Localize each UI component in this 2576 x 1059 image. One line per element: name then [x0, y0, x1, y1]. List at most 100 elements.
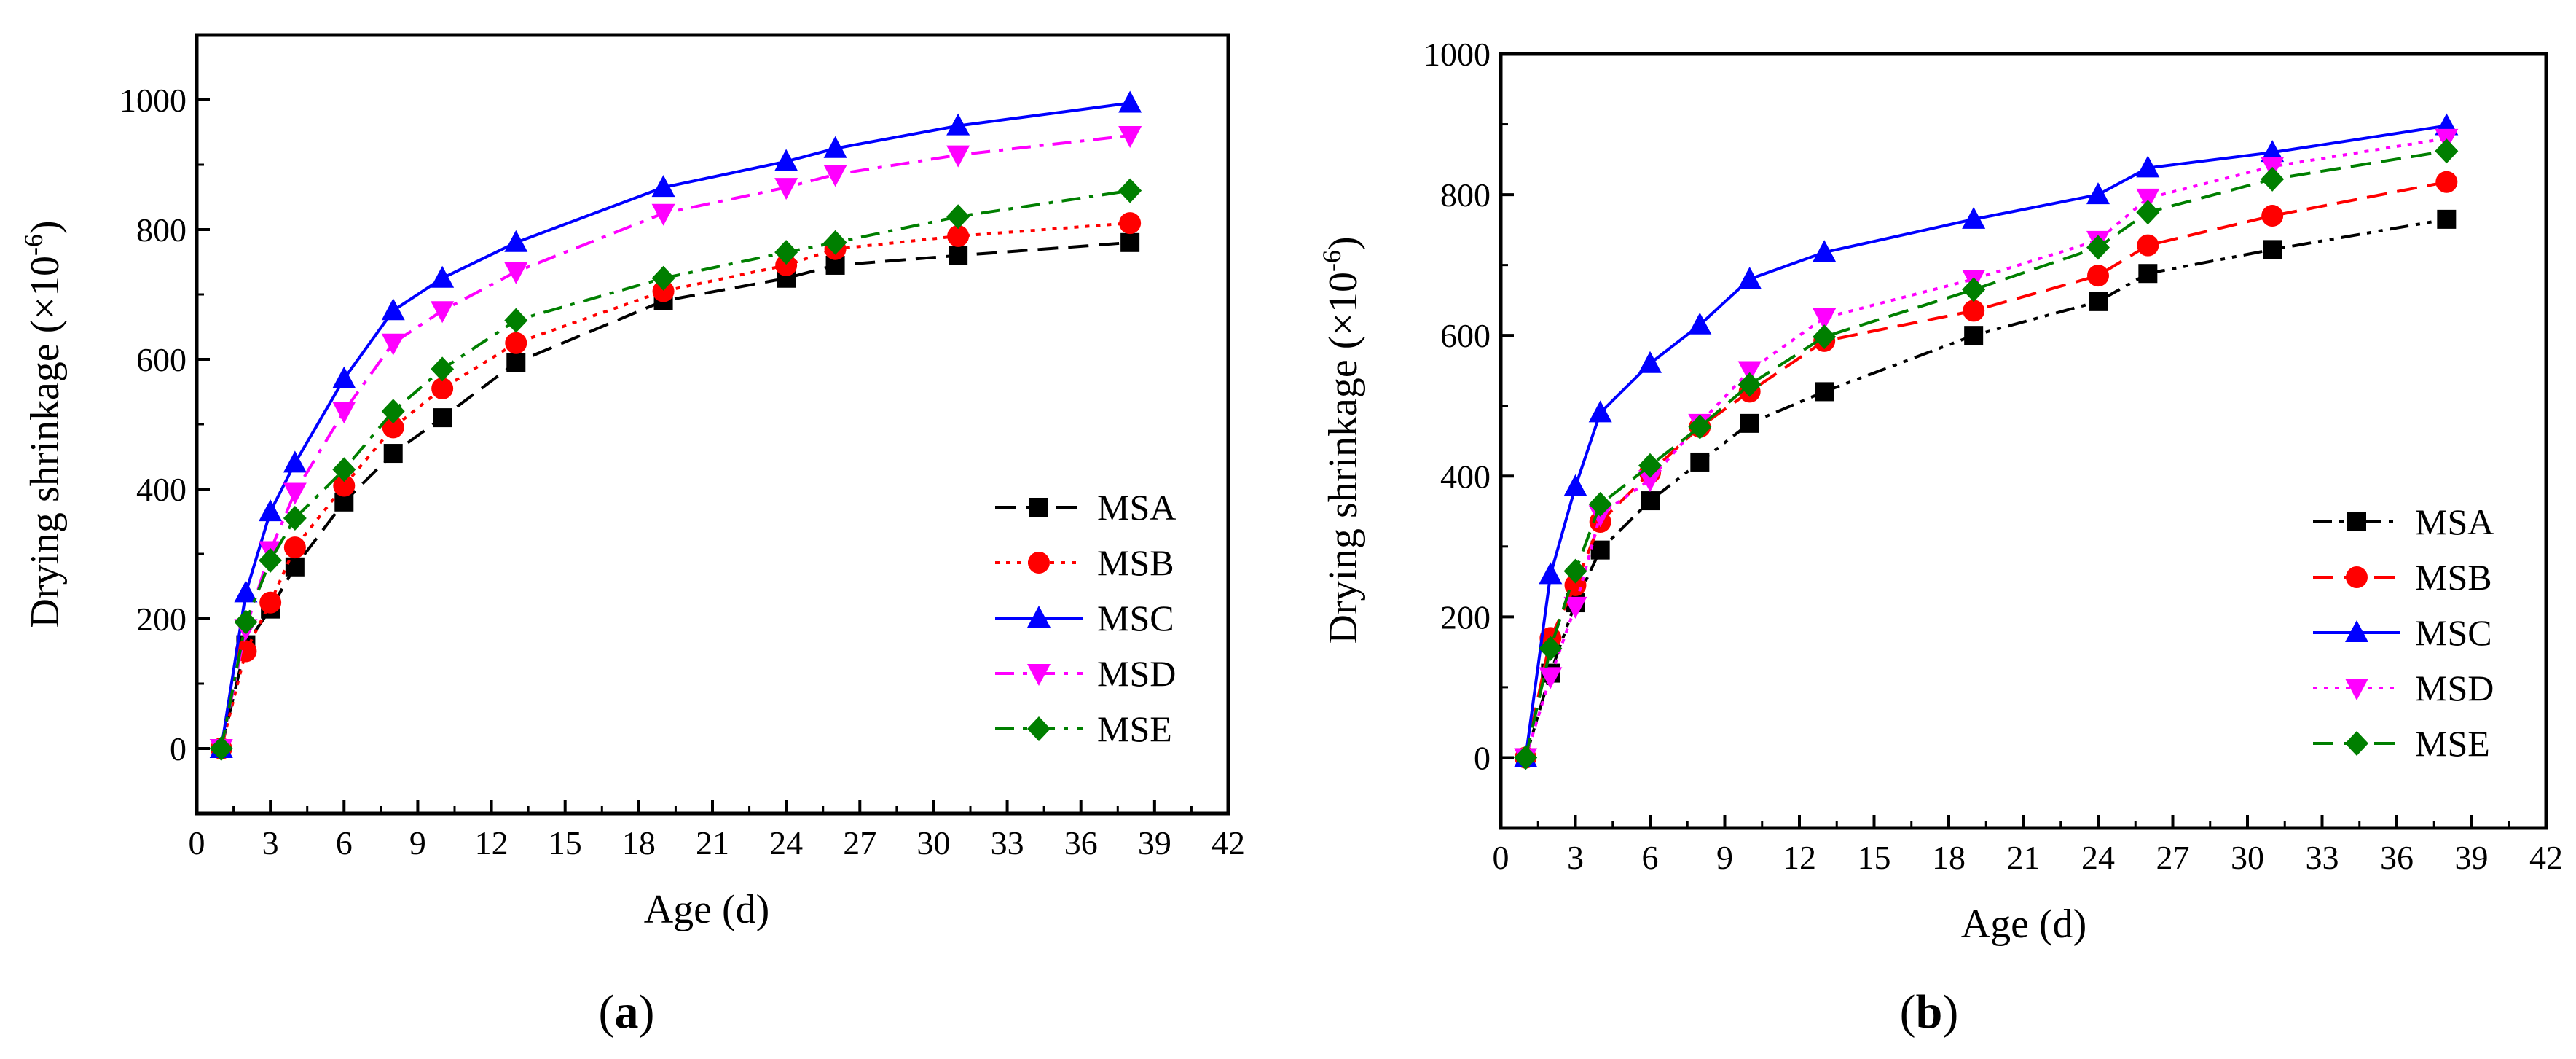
- data-point-MSE: [1737, 372, 1762, 397]
- data-point-MSC: [774, 149, 798, 171]
- x-tick-label: 18: [1932, 839, 1966, 876]
- data-point-MSD: [283, 482, 307, 505]
- data-point-MSD: [504, 262, 528, 284]
- data-point-MSC: [1962, 206, 1986, 229]
- data-point-MSA: [1964, 326, 1984, 345]
- data-point-MSC: [946, 113, 970, 136]
- y-axis-title-main: Drying shrinkage (×10: [1321, 272, 1366, 644]
- legend-item-MSE: MSE: [2313, 723, 2490, 764]
- x-tick-label: 0: [189, 824, 205, 861]
- data-point-MSC: [283, 450, 307, 473]
- x-axis-title: Age (d): [644, 887, 770, 932]
- data-point-MSC: [651, 175, 675, 198]
- series-MSE: [1514, 138, 2459, 770]
- data-point-MSA: [433, 408, 452, 428]
- x-tick-label: 30: [916, 824, 950, 861]
- data-point-MSC: [1737, 266, 1762, 289]
- data-point-MSE: [774, 240, 798, 265]
- data-point-MSC: [234, 580, 258, 603]
- data-point-MSC: [332, 366, 356, 388]
- series-MSE: [209, 178, 1142, 761]
- x-tick-label: 39: [2455, 839, 2489, 876]
- data-point-MSC: [823, 136, 847, 158]
- data-point-MSE: [381, 399, 405, 424]
- data-point-MSB: [2087, 265, 2109, 287]
- x-tick-label: 27: [2156, 839, 2190, 876]
- data-point-MSD: [1563, 596, 1587, 619]
- data-point-MSD: [774, 178, 798, 200]
- x-tick-label: 27: [843, 824, 876, 861]
- x-tick-label: 9: [1716, 839, 1733, 876]
- x-axis-title: Age (d): [1961, 902, 2087, 947]
- data-point-MSD: [1737, 361, 1762, 383]
- data-point-MSB: [283, 536, 306, 559]
- legend-item-MSA: MSA: [2313, 501, 2494, 542]
- x-tick-label: 30: [2231, 839, 2264, 876]
- data-point-MSC: [504, 230, 528, 252]
- x-tick-label: 12: [475, 824, 508, 861]
- y-tick-label: 1000: [119, 82, 186, 119]
- data-point-MSB: [652, 280, 675, 302]
- panel-label-close: ): [1942, 985, 1958, 1039]
- y-tick-label: 800: [136, 211, 186, 249]
- data-point-MSD: [651, 203, 675, 226]
- data-point-MSC: [1563, 474, 1587, 496]
- legend-label: MSD: [2415, 668, 2494, 708]
- series-line-MSE: [219, 189, 1131, 749]
- data-point-MSC: [431, 265, 455, 288]
- data-point-MSA: [1120, 232, 1140, 252]
- x-tick-label: 15: [549, 824, 582, 861]
- data-point-MSD: [823, 165, 847, 187]
- legend-item-MSA: MSA: [995, 487, 1176, 528]
- y-axis-title-close: ): [23, 220, 68, 234]
- x-tick-label: 15: [1858, 839, 1891, 876]
- legend-item-MSC: MSC: [2313, 612, 2492, 653]
- series-line-MSD: [219, 133, 1131, 749]
- data-point-MSC: [2086, 182, 2110, 205]
- x-tick-label: 3: [262, 824, 279, 861]
- plot-frame: [1499, 52, 2548, 830]
- legend-marker: [2346, 566, 2368, 588]
- legend-item-MSC: MSC: [995, 598, 1174, 638]
- data-point-MSC: [259, 499, 283, 522]
- series-line-MSA: [219, 241, 1131, 749]
- data-point-MSB: [333, 474, 356, 497]
- data-point-MSC: [1118, 90, 1142, 113]
- y-axis-title-main: Drying shrinkage (×10: [23, 256, 68, 628]
- data-point-MSB: [2435, 171, 2458, 193]
- x-tick-label: 42: [2529, 839, 2563, 876]
- y-tick-label: 200: [1440, 598, 1491, 636]
- y-tick-label: 400: [136, 471, 186, 508]
- data-point-MSE: [1638, 453, 1662, 478]
- legend-marker: [1027, 716, 1051, 741]
- chart-panel-b: 0 3 6 9 12 15 18 21 24 27 30 33 36 39 4202004006008001…: [1317, 36, 2563, 1039]
- data-point-MSC: [2261, 140, 2285, 163]
- legend-item-MSB: MSB: [2313, 557, 2492, 598]
- data-point-MSE: [1588, 491, 1612, 517]
- y-tick-label: 600: [1440, 317, 1491, 354]
- data-point-MSC: [1539, 562, 1563, 585]
- legend-label: MSC: [1097, 598, 1174, 638]
- data-point-MSE: [332, 457, 356, 482]
- data-point-MSB: [2137, 234, 2159, 257]
- series-line-MSD: [1524, 136, 2447, 759]
- legend-item-MSD: MSD: [2313, 668, 2494, 708]
- x-tick-label: 42: [1212, 824, 1245, 861]
- panel-label-open: (: [599, 985, 615, 1039]
- data-point-MSC: [1813, 240, 1837, 262]
- data-point-MSE: [1118, 178, 1142, 203]
- x-tick-label: 12: [1783, 839, 1816, 876]
- panel-label-letter: a: [615, 985, 639, 1039]
- x-tick-label: 33: [991, 824, 1024, 861]
- y-axis-title-exponent: -6: [19, 234, 48, 256]
- x-tick-label: 3: [1567, 839, 1584, 876]
- series-MSA: [211, 232, 1140, 758]
- data-point-MSD: [332, 402, 356, 424]
- data-point-MSB: [775, 254, 798, 276]
- data-point-MSB: [1119, 212, 1142, 235]
- data-point-MSD: [381, 333, 405, 356]
- data-point-MSA: [2138, 264, 2158, 284]
- series-MSD: [209, 125, 1142, 761]
- data-point-MSE: [2086, 235, 2110, 260]
